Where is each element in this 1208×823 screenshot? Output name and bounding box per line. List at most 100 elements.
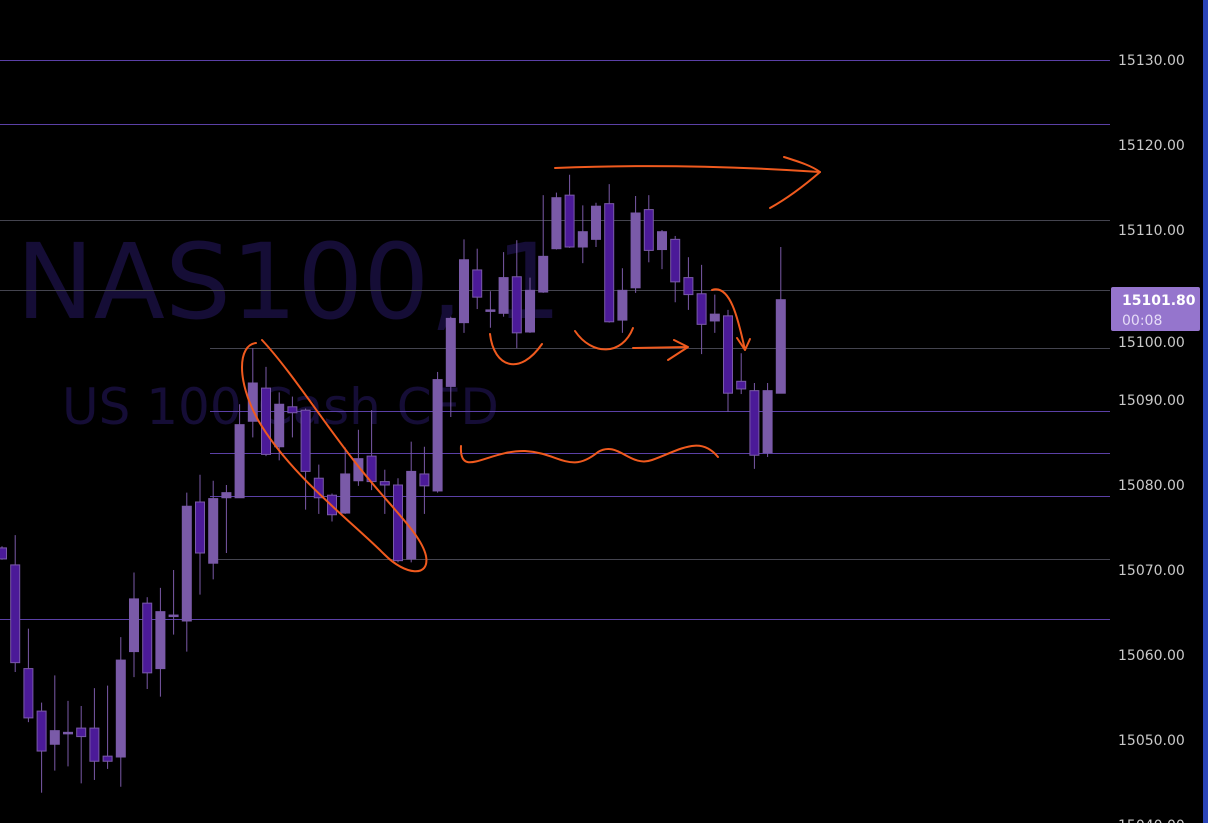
candle-body	[393, 484, 403, 562]
candle-body	[630, 212, 641, 289]
candle-body	[261, 387, 271, 455]
candle-bearish	[102, 685, 113, 769]
candle-bullish	[129, 572, 139, 678]
price-axis[interactable]: 15130.00 15120.00 15110.00 15100.00 15090.00…	[1110, 0, 1208, 823]
candle-bullish	[181, 492, 192, 652]
candle-body	[525, 289, 535, 333]
candle-body	[195, 501, 205, 554]
last-price-value: 15101.80	[1122, 293, 1196, 309]
price-axis-border	[1203, 0, 1208, 823]
candle-bullish	[445, 316, 456, 417]
candle-body	[419, 473, 430, 487]
candle-body	[181, 505, 192, 622]
candle-bearish	[749, 383, 760, 469]
candle-body	[643, 209, 654, 251]
candle-body	[577, 231, 588, 248]
candle-bearish	[23, 628, 34, 723]
price-axis-background	[1110, 0, 1203, 823]
candle-bullish	[577, 205, 588, 264]
candle-body	[775, 299, 786, 394]
candle-body	[564, 194, 575, 248]
hand-drawn-annotations	[241, 156, 821, 573]
price-tick-label: 15040.00	[1118, 818, 1185, 823]
candle-bearish	[36, 702, 47, 793]
candle-body	[379, 481, 390, 486]
candle-body	[591, 205, 601, 240]
candle-body	[300, 409, 311, 472]
candle-body	[89, 727, 100, 762]
candle-bearish	[10, 535, 21, 672]
annotation-curved-arrow-down	[711, 288, 751, 351]
candle-body	[617, 289, 628, 321]
candle-body	[472, 269, 483, 298]
candle-body	[406, 470, 417, 560]
candle-body	[749, 390, 760, 456]
candle-body	[723, 315, 733, 394]
candle-body	[709, 313, 720, 322]
candle-body	[115, 659, 126, 758]
candle-bullish	[657, 230, 667, 270]
candle-body	[551, 197, 562, 250]
candle-body	[142, 602, 153, 674]
candle-bullish	[630, 196, 641, 293]
candle-body	[36, 710, 47, 752]
candle-bearish	[300, 408, 311, 510]
candle-bullish	[762, 383, 773, 457]
candle-body	[485, 309, 496, 312]
candle-bearish	[472, 248, 483, 310]
candle-body	[221, 492, 232, 499]
candle-bullish	[353, 429, 364, 486]
candle-bullish	[459, 239, 469, 333]
candle-bearish	[696, 264, 707, 355]
last-price-label-background	[1111, 287, 1200, 331]
annotation-arrow-small	[632, 339, 689, 361]
candle-body	[604, 203, 615, 323]
price-tick-label: 15110.00	[1118, 223, 1185, 239]
candle-body	[287, 406, 298, 414]
candle-body	[63, 731, 73, 735]
candle-body	[234, 424, 245, 499]
annotation-cup-1	[489, 333, 543, 366]
candle-bullish	[406, 441, 417, 563]
candle-body	[168, 614, 179, 618]
candle-bearish	[723, 309, 733, 412]
candle-bullish	[155, 587, 166, 697]
candle-body	[0, 547, 7, 560]
price-tick-label: 15090.00	[1118, 393, 1185, 409]
candle-bullish	[591, 202, 601, 247]
candle-bearish	[89, 688, 100, 780]
candle-body	[49, 730, 60, 745]
candle-body	[432, 379, 443, 492]
candle-bullish	[63, 700, 73, 767]
candle-bullish	[340, 447, 351, 514]
candle-bearish	[564, 174, 575, 248]
candle-bullish	[49, 675, 60, 771]
candle-bearish	[511, 240, 522, 349]
price-tick-label: 15120.00	[1118, 138, 1185, 154]
candles	[0, 174, 786, 793]
candle-bearish	[76, 706, 87, 784]
bar-countdown: 00:08	[1122, 313, 1162, 329]
candle-body	[10, 564, 21, 664]
candle-bullish	[221, 485, 232, 553]
candle-bullish	[168, 570, 179, 635]
price-tick-label: 15060.00	[1118, 648, 1185, 664]
price-tick-label: 15130.00	[1118, 53, 1185, 69]
candle-bullish	[775, 247, 786, 394]
candle-bearish	[670, 235, 681, 303]
annotation-arrow-right	[554, 165, 821, 173]
candle-body	[340, 473, 351, 514]
candle-bullish	[234, 404, 245, 499]
annotation-cup-2	[574, 327, 634, 351]
candle-bearish	[604, 184, 615, 323]
candle-body	[683, 277, 694, 296]
candle-bullish	[208, 480, 219, 580]
candle-body	[736, 380, 747, 390]
candle-bearish	[379, 469, 390, 514]
candle-body	[353, 458, 364, 482]
annotation-downtrend-loop	[241, 339, 428, 573]
candle-bullish	[538, 195, 549, 293]
candle-body	[657, 231, 667, 251]
price-tick-label: 15050.00	[1118, 733, 1185, 749]
